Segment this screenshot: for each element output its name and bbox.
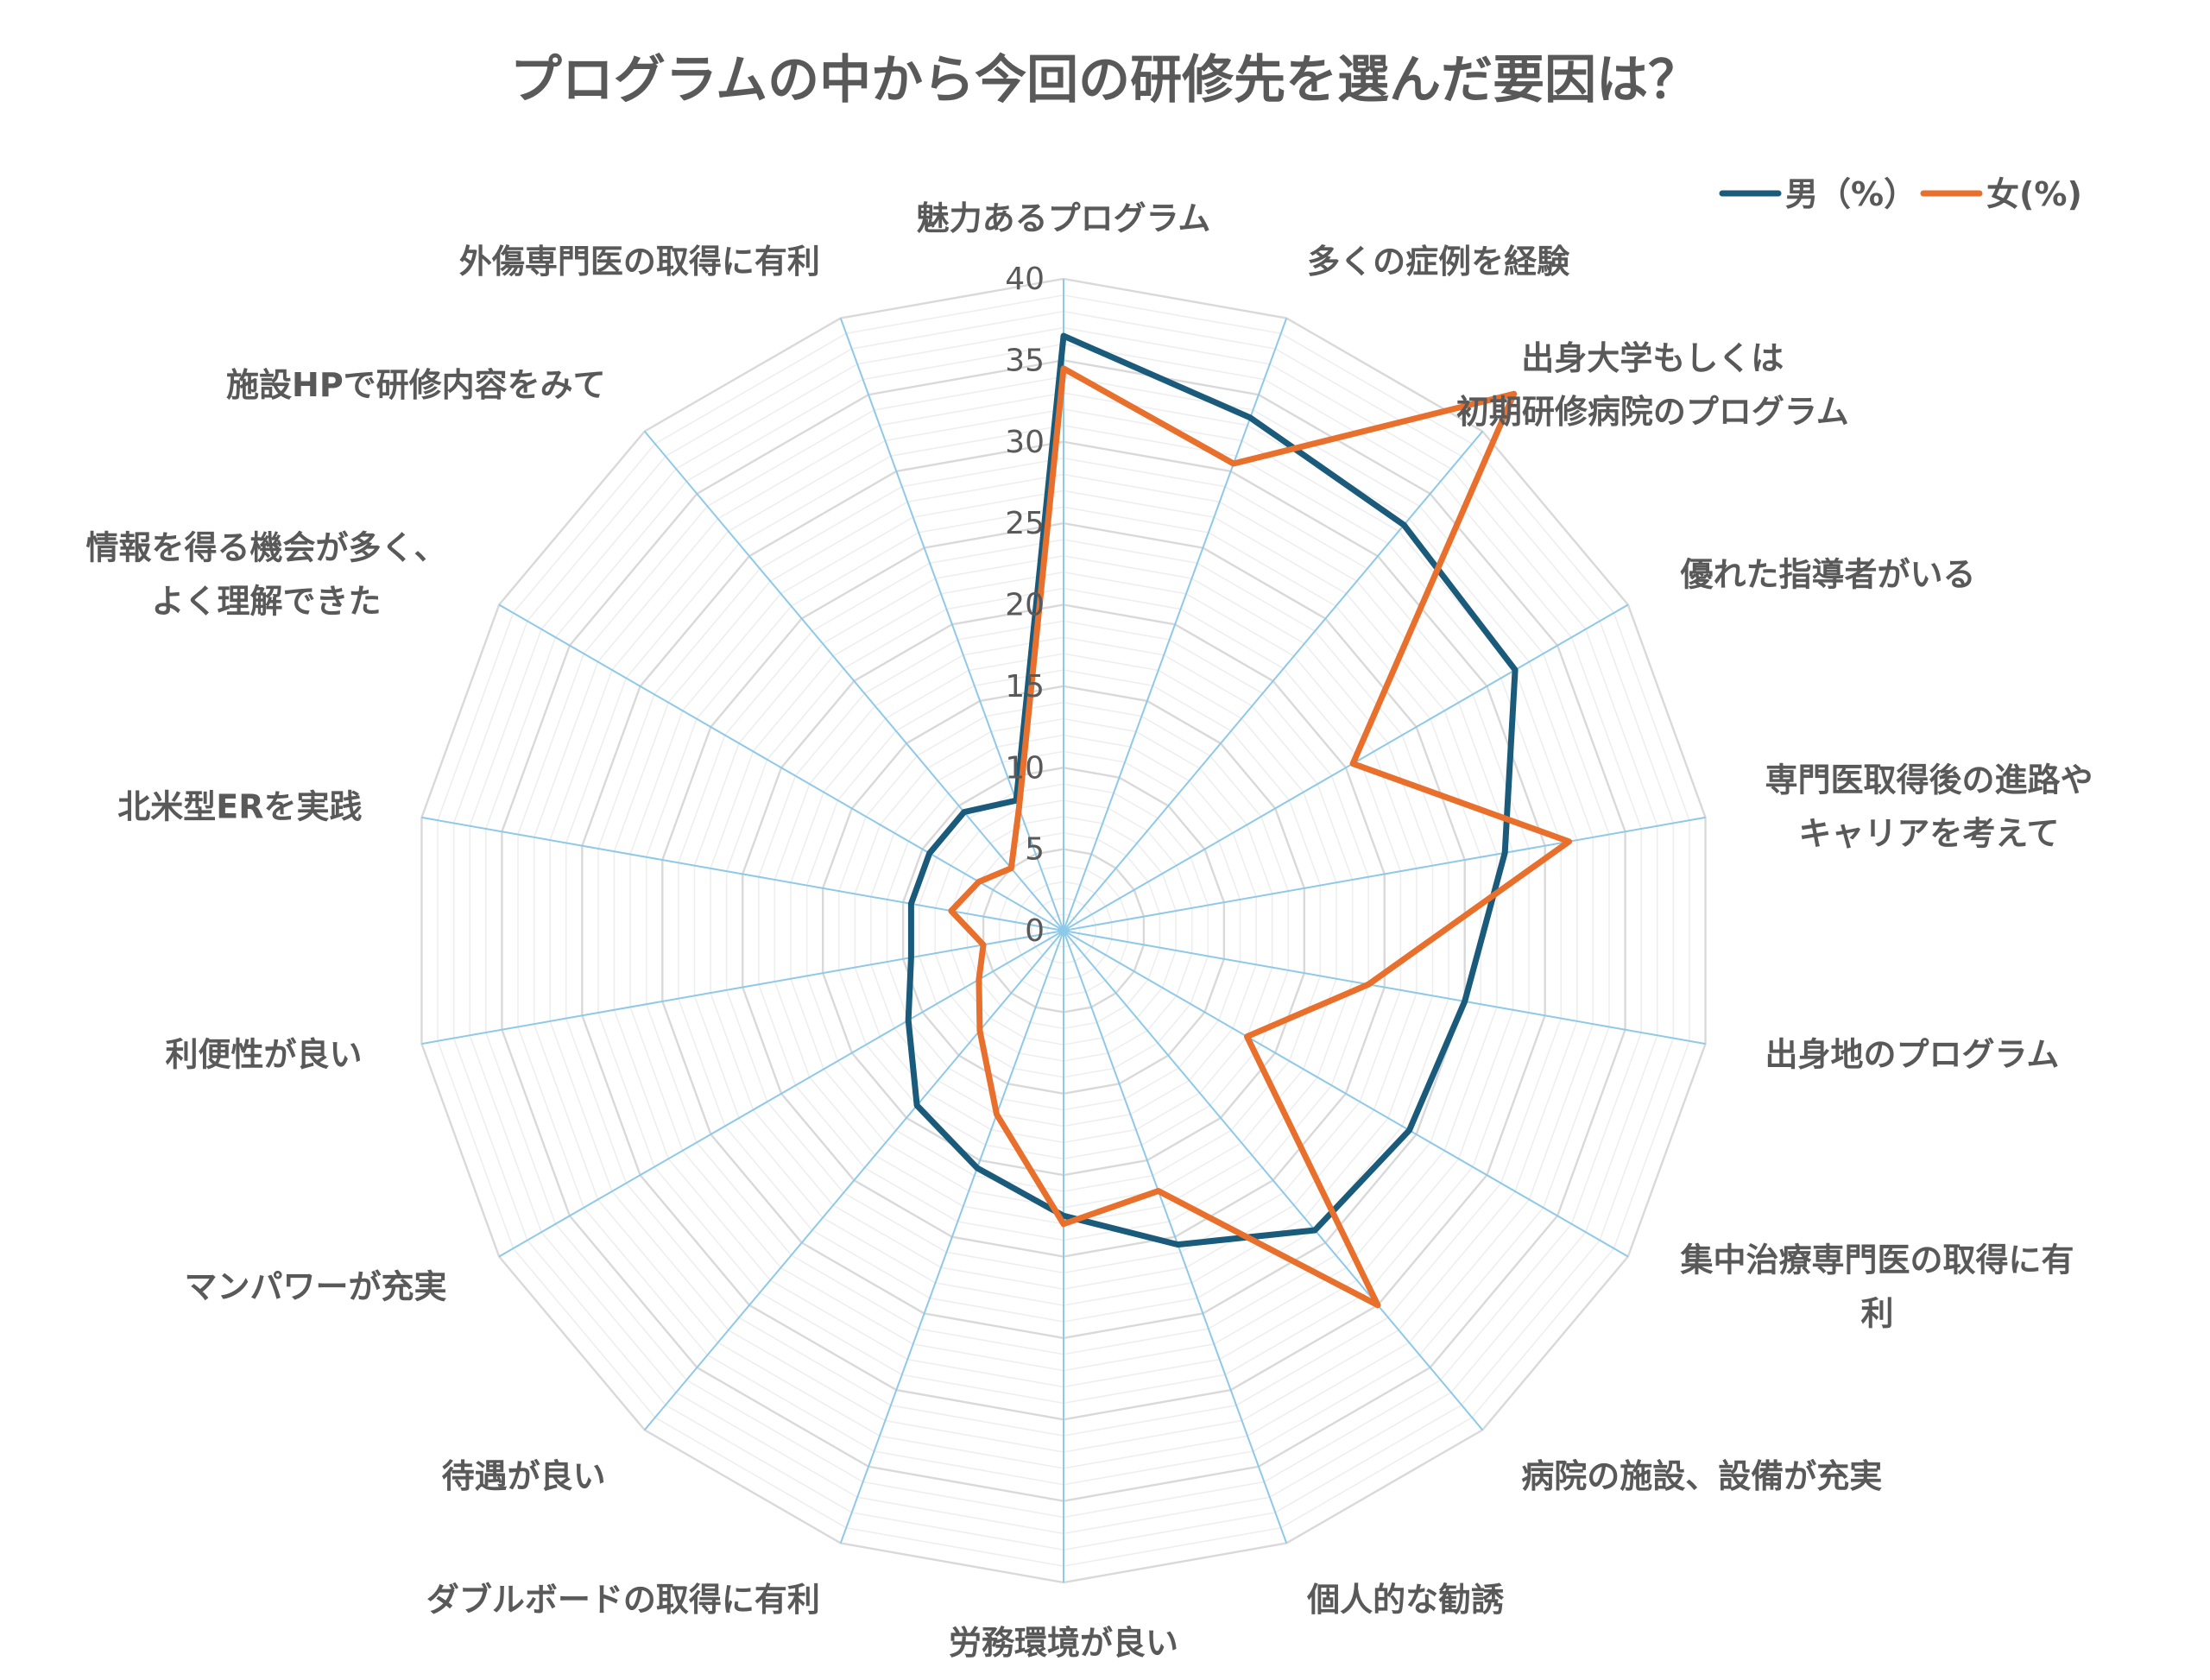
- legend-label-male: 男（%）: [1785, 175, 1916, 213]
- tick-label: 15: [1005, 669, 1045, 704]
- tick-label: 5: [1025, 832, 1045, 868]
- radar-spoke: [498, 930, 1064, 1258]
- radar-spoke: [643, 430, 1064, 932]
- tick-label: 0: [1025, 913, 1045, 949]
- category-label: 病院の施設、設備が充実: [1521, 1457, 1882, 1495]
- tick-label: 30: [1005, 425, 1045, 460]
- category-label: キャリアを考えて: [1798, 815, 2059, 853]
- category-label: 利便性が良い: [166, 1035, 363, 1073]
- category-label: 外傷専門医の取得に有利: [459, 243, 820, 281]
- tick-label: 40: [1005, 262, 1045, 297]
- category-label: 優れた指導者がいる: [1679, 556, 1975, 594]
- radar-spoke: [1063, 930, 1288, 1544]
- radar-spoke: [1063, 930, 1706, 1045]
- category-label: ダブルボードの取得に有利: [426, 1581, 820, 1619]
- radar-spoke: [839, 318, 1064, 932]
- tick-label: 20: [1005, 588, 1045, 623]
- category-label: 初期研修病院のプログラム: [1456, 393, 1849, 431]
- legend: 男（%） 女(%): [1719, 175, 2082, 213]
- tick-label: 10: [1005, 750, 1045, 786]
- category-label: 利: [1860, 1295, 1893, 1333]
- radar-spoke: [1063, 816, 1706, 932]
- legend-label-female: 女(%): [1986, 175, 2082, 213]
- category-label: 個人的な勧誘: [1306, 1581, 1505, 1619]
- series-line-female: [948, 365, 1573, 1309]
- series-line-male: [905, 332, 1519, 1248]
- category-label: 出身地のプログラム: [1765, 1035, 2059, 1073]
- radar-spoke: [498, 603, 1064, 932]
- series-lines: [905, 332, 1573, 1309]
- category-label: 労務環境が良い: [949, 1624, 1178, 1662]
- category-label: 北米型ERを実践: [117, 788, 362, 826]
- radar-spoke: [421, 930, 1064, 1045]
- category-label: 集中治療専門医の取得に有: [1679, 1241, 2074, 1279]
- category-label: 魅力あるプログラム: [917, 199, 1211, 237]
- radar-spoke: [1063, 930, 1484, 1431]
- tick-label: 25: [1005, 506, 1045, 541]
- category-label: 多くの症例を経験: [1307, 243, 1570, 281]
- category-label: 施設HPで研修内容をみて: [226, 366, 606, 404]
- category-label: 待遇が良い: [442, 1457, 606, 1495]
- category-labels: 魅力あるプログラム多くの症例を経験出身大学もしくは初期研修病院のプログラム優れた…: [86, 199, 2093, 1662]
- tick-label: 35: [1005, 343, 1045, 378]
- category-label: 出身大学もしくは: [1521, 339, 1784, 377]
- radar-spoke: [643, 930, 1064, 1431]
- category-label: マンパワーが充実: [185, 1268, 447, 1306]
- radar-spoke: [1063, 430, 1484, 932]
- radar-spoke: [1063, 603, 1629, 932]
- radar-spoke: [839, 930, 1064, 1544]
- radar-spoke: [1063, 930, 1629, 1258]
- category-label: 専門医取得後の進路や: [1765, 761, 2093, 799]
- chart-title: プログラムの中から今回の研修先を選んだ要因は？: [510, 50, 1700, 111]
- radar-spoke: [421, 816, 1064, 932]
- category-label: 情報を得る機会が多く、: [86, 529, 447, 567]
- radial-tick-labels: 0 5 10 15 20 25 30 35 40: [1005, 262, 1045, 949]
- category-label: よく理解できた: [152, 583, 382, 621]
